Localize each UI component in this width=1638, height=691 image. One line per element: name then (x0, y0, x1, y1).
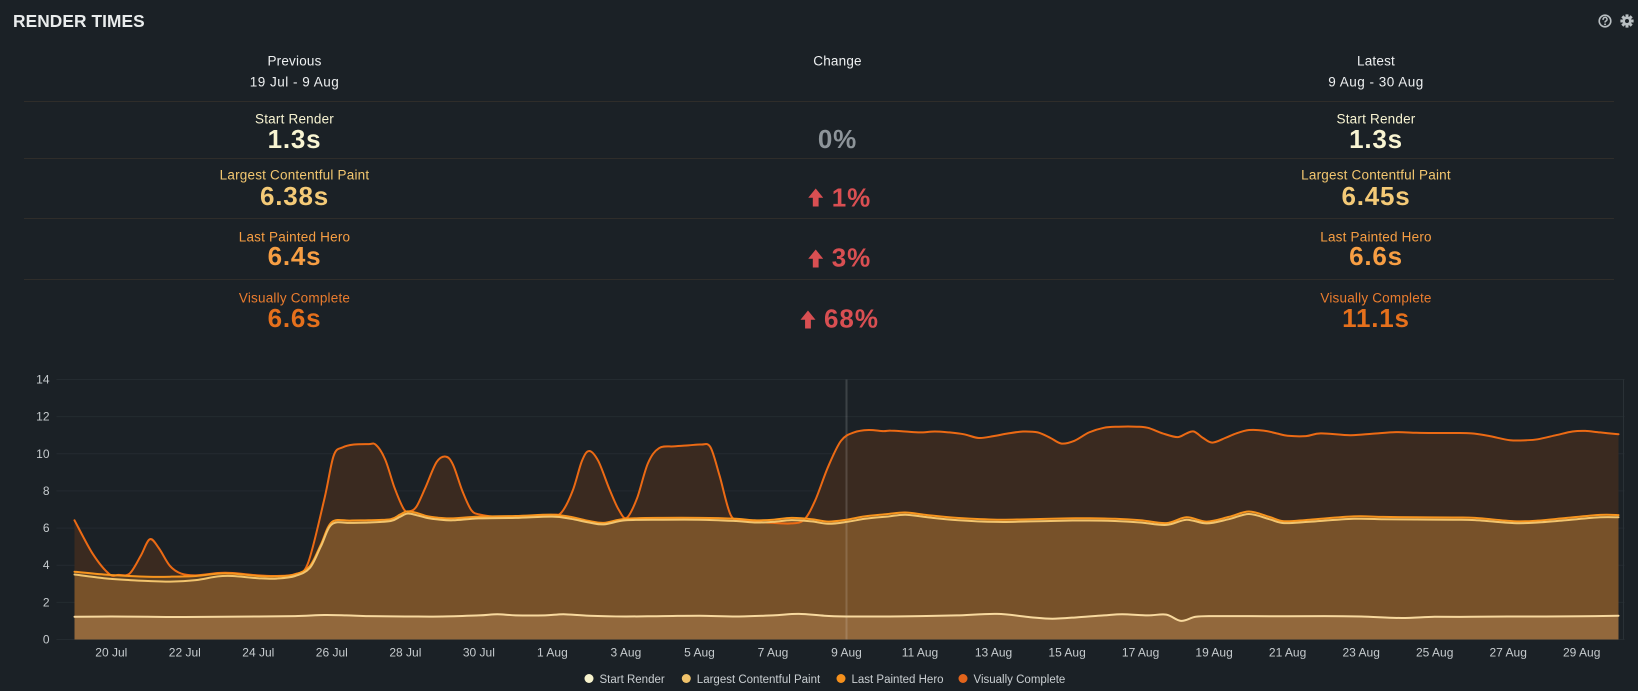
svg-text:13 Aug: 13 Aug (975, 646, 1012, 660)
svg-text:9 Aug: 9 Aug (831, 646, 862, 660)
svg-text:4: 4 (43, 558, 50, 572)
svg-text:Last Painted Hero: Last Painted Hero (852, 674, 944, 686)
svg-text:10: 10 (36, 447, 50, 461)
svg-text:27 Aug: 27 Aug (1490, 646, 1527, 660)
svg-text:Largest Contentful Paint: Largest Contentful Paint (697, 674, 821, 686)
svg-text:8: 8 (43, 484, 50, 498)
svg-text:20 Jul: 20 Jul (95, 646, 127, 660)
svg-text:0: 0 (43, 633, 50, 647)
svg-text:24 Jul: 24 Jul (242, 646, 274, 660)
svg-text:25 Aug: 25 Aug (1416, 646, 1453, 660)
svg-text:1 Aug: 1 Aug (537, 646, 568, 660)
svg-text:12: 12 (36, 410, 50, 424)
svg-text:5 Aug: 5 Aug (684, 646, 715, 660)
svg-text:7 Aug: 7 Aug (758, 646, 789, 660)
svg-text:19 Aug: 19 Aug (1195, 646, 1232, 660)
svg-text:29 Aug: 29 Aug (1563, 646, 1600, 660)
svg-text:Visually Complete: Visually Complete (974, 674, 1066, 686)
svg-text:2: 2 (43, 595, 50, 609)
svg-text:22 Jul: 22 Jul (169, 646, 201, 660)
svg-text:3 Aug: 3 Aug (611, 646, 642, 660)
svg-text:30 Jul: 30 Jul (463, 646, 495, 660)
svg-text:6: 6 (43, 521, 50, 535)
svg-text:26 Jul: 26 Jul (316, 646, 348, 660)
svg-text:23 Aug: 23 Aug (1343, 646, 1380, 660)
svg-text:21 Aug: 21 Aug (1269, 646, 1306, 660)
svg-text:14: 14 (36, 373, 50, 387)
svg-text:28 Jul: 28 Jul (389, 646, 421, 660)
svg-text:17 Aug: 17 Aug (1122, 646, 1159, 660)
svg-text:11 Aug: 11 Aug (902, 646, 938, 660)
svg-text:Start Render: Start Render (600, 674, 665, 686)
svg-text:15 Aug: 15 Aug (1048, 646, 1085, 660)
